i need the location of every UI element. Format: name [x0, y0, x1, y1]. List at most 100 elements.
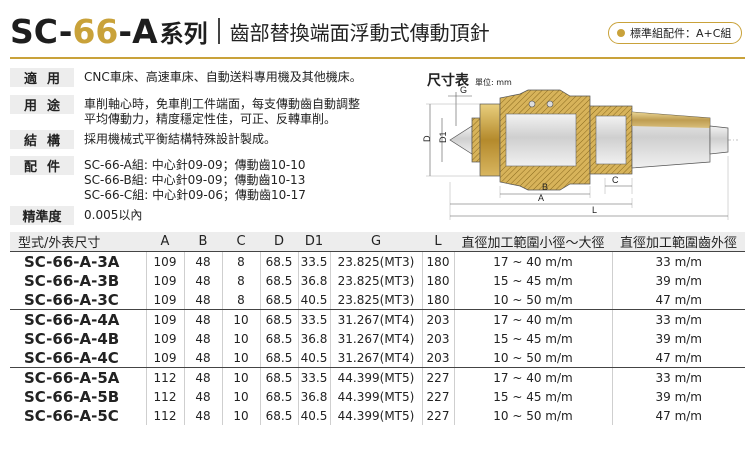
spec-label: 適用 [10, 68, 74, 87]
dimension-title: 尺寸表 [427, 73, 469, 89]
cell-g: 44.399(MT5) [330, 406, 423, 425]
cell-tooth-od: 47 m/m [612, 290, 745, 310]
cell-b: 48 [184, 251, 223, 271]
cell-l: 227 [422, 406, 455, 425]
dim-label-d: D [422, 135, 432, 142]
cell-range: 10 ~ 50 m/m [454, 290, 613, 310]
cell-c: 8 [222, 271, 261, 290]
cell-tooth-od: 33 m/m [655, 370, 702, 385]
dim-label-c: C [612, 175, 619, 185]
table-row: SC-66-A-5B 112 48 10 68.5 36.8 44.399(MT5) 227 1… [10, 387, 745, 406]
col-header-l: L [422, 232, 454, 252]
cell-d: 68.5 [260, 251, 299, 271]
table-row: SC-66-A-5C 112 48 10 68.5 40.5 44.399(MT5) 227 1… [10, 406, 745, 425]
center-point [449, 125, 473, 155]
cell-a: 109 [146, 251, 185, 271]
shank-tang [709, 125, 729, 155]
page-title: SC-66-A 系列 齒部替換端面浮動式傳動頂針 [10, 8, 490, 54]
cell-a: 109 [146, 290, 185, 310]
cell-c: 10 [222, 309, 261, 329]
cell-range: 15 ~ 45 m/m [454, 271, 613, 290]
cell-c: 10 [222, 406, 261, 425]
cell-b: 48 [184, 348, 223, 368]
dim-label-d1: D1 [438, 131, 448, 143]
table-header-row: 型式/外表尺寸 A B C D D1 G L 直徑加工範圍小徑～大徑 直徑加工範… [10, 232, 745, 252]
cell-d: 68.5 [260, 387, 299, 406]
cell-model: SC-66-A-5C [10, 406, 147, 425]
cell-range: 15 ~ 45 m/m [454, 329, 613, 348]
cell-l: 203 [422, 348, 455, 368]
cell-model: SC-66-A-5A [10, 367, 147, 387]
spec-label: 配件 [10, 156, 74, 175]
cell-model: SC-66-A-3A [10, 251, 147, 271]
dim-label-b: B [542, 182, 548, 192]
title-divider [217, 18, 220, 44]
cell-c: 10 [222, 329, 261, 348]
cell-tooth-od: 33 m/m [655, 254, 702, 269]
dim-label-a: A [538, 193, 544, 203]
cell-b: 48 [184, 309, 223, 329]
cell-a: 112 [146, 406, 185, 425]
table-row: SC-66-A-4B 109 48 10 68.5 36.8 31.267(MT4) 203 1… [10, 329, 745, 348]
table-row: SC-66-A-3A 109 48 8 68.5 33.5 23.825(MT3) 180 17… [10, 251, 745, 271]
cell-range: 17 ~ 40 m/m [454, 309, 613, 329]
dim-label-g: G [460, 85, 467, 95]
spec-value: 0.005以內 [84, 208, 143, 222]
live-center-drawing: G D D1 B C A L [422, 85, 738, 220]
cell-g: 44.399(MT5) [330, 367, 423, 387]
cell-model: SC-66-A-4B [10, 329, 147, 348]
cell-d1: 36.8 [298, 329, 331, 348]
cell-d: 68.5 [260, 367, 299, 387]
table-row: SC-66-A-4C 109 48 10 68.5 40.5 31.267(MT4) 203 1… [10, 348, 745, 368]
cell-range: 17 ~ 40 m/m [454, 251, 613, 271]
spec-value: 採用機械式平衡結構特殊設計製成。 [84, 132, 277, 146]
cell-l: 180 [422, 290, 455, 310]
spec-value: CNC車床、高速車床、自動送料專用機及其他機床。 [84, 70, 362, 84]
cell-tooth-od: 39 m/m [655, 389, 702, 404]
col-header-model: 型式/外表尺寸 [10, 232, 146, 252]
cell-a: 109 [146, 348, 185, 368]
cell-range: 10 ~ 50 m/m [454, 348, 613, 368]
col-header-b: B [184, 232, 222, 252]
col-header-tooth-od: 直徑加工範圍齒外徑 [612, 232, 745, 252]
cell-g: 31.267(MT4) [330, 348, 423, 368]
cell-g: 23.825(MT3) [330, 290, 423, 310]
cell-a: 109 [146, 309, 185, 329]
spec-label: 精準度 [10, 206, 74, 225]
cell-l: 227 [422, 367, 455, 387]
spec-precision: 精準度 0.005以內 [10, 206, 142, 225]
cell-tooth-od: 33 m/m [655, 312, 702, 327]
col-header-c: C [222, 232, 260, 252]
cell-tooth-od: 47 m/m [612, 348, 745, 368]
cell-a: 109 [146, 329, 185, 348]
cell-l: 203 [422, 329, 455, 348]
cell-d: 68.5 [260, 309, 299, 329]
spec-application: 適用 CNC車床、高速車床、自動送料專用機及其他機床。 [10, 68, 362, 87]
cell-g: 31.267(MT4) [330, 309, 423, 329]
cell-d1: 40.5 [298, 348, 331, 368]
cell-a: 112 [146, 387, 185, 406]
cell-b: 48 [184, 367, 223, 387]
cell-g: 23.825(MT3) [330, 251, 423, 271]
cell-d1: 40.5 [298, 406, 331, 425]
spec-accessories: 配件 SC-66-A組: 中心針09-09；傳動齒10-10 SC-66-B組: … [10, 156, 306, 203]
header-rule [10, 57, 745, 59]
badge-dot-icon [617, 29, 625, 37]
cell-d: 68.5 [260, 329, 299, 348]
col-header-range: 直徑加工範圍小徑～大徑 [454, 232, 612, 252]
model-name: SC-66-A [10, 11, 158, 51]
badge-text: 標準組配件：A+C組 [630, 27, 732, 40]
spec-value: SC-66-A組: 中心針09-09；傳動齒10-10 SC-66-B組: 中心針… [84, 158, 306, 202]
table-row: SC-66-A-4A 109 48 10 68.5 33.5 31.267(MT4) 203 1… [10, 309, 745, 329]
cell-d1: 33.5 [298, 251, 331, 271]
cell-d1: 40.5 [298, 290, 331, 310]
cell-c: 10 [222, 367, 261, 387]
cell-b: 48 [184, 387, 223, 406]
cell-model: SC-66-A-3B [10, 271, 147, 290]
specification-table: 型式/外表尺寸 A B C D D1 G L 直徑加工範圍小徑～大徑 直徑加工範… [10, 232, 745, 425]
col-header-d: D [260, 232, 298, 252]
col-header-g: G [330, 232, 422, 252]
col-header-d1: D1 [298, 232, 330, 252]
cell-model: SC-66-A-4A [10, 309, 147, 329]
cell-tooth-od: 47 m/m [655, 408, 702, 423]
